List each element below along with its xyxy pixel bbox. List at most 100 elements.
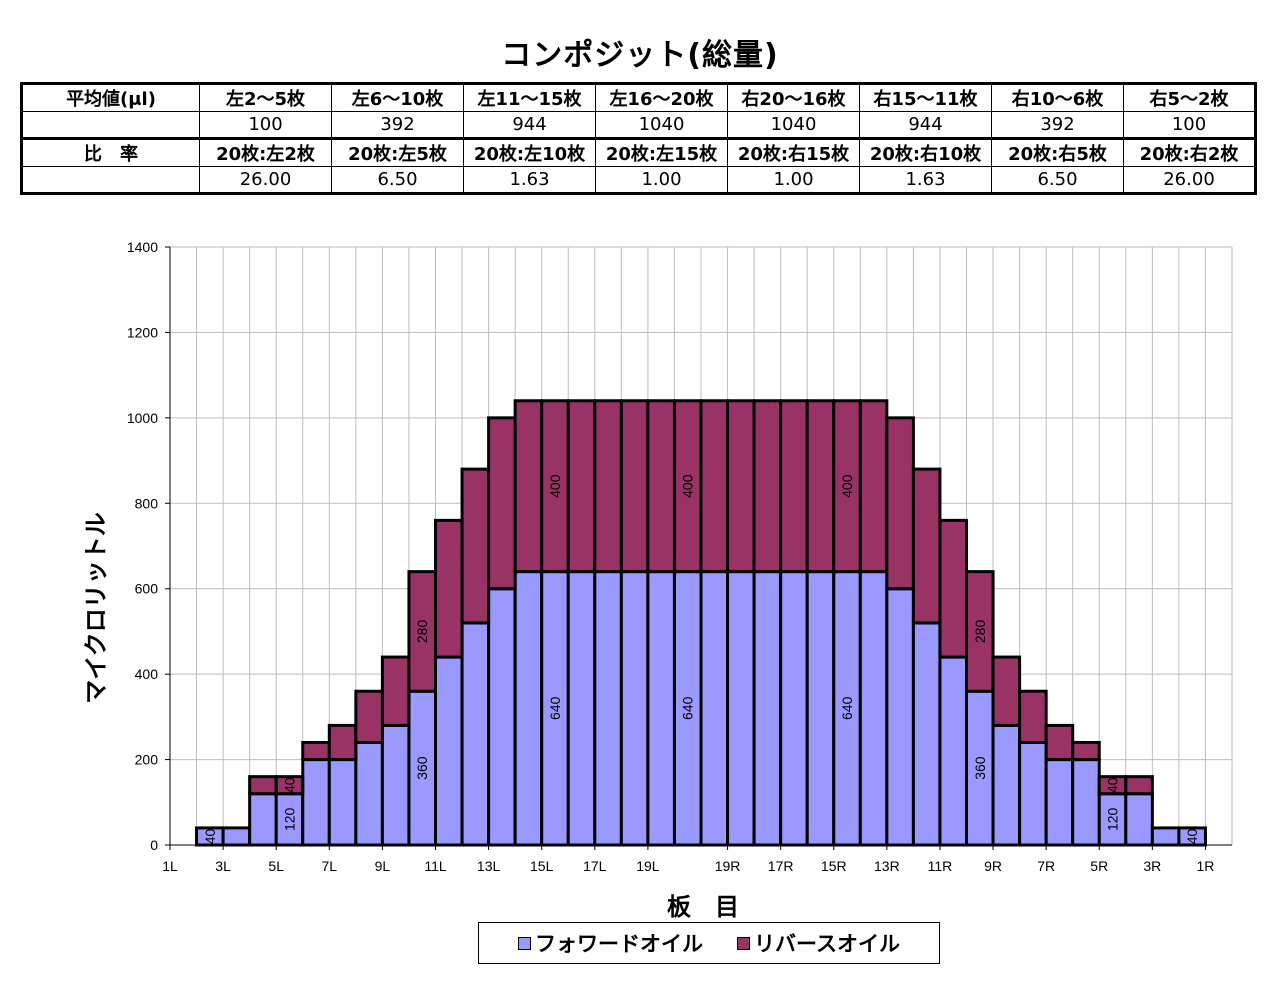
bar-reverse-8L <box>354 689 384 744</box>
bar-forward-9R <box>991 723 1022 847</box>
data-label: 120 <box>281 807 297 831</box>
bar-reverse-6L <box>301 740 331 762</box>
ratio-value: 1.63 <box>859 166 992 194</box>
bars <box>195 399 1207 847</box>
bar-reverse-13R <box>885 416 915 591</box>
bar-forward-13R <box>885 587 915 847</box>
y-tick-label: 200 <box>135 752 159 768</box>
x-tick-label: 1R <box>1196 858 1214 874</box>
x-tick-label: 1L <box>162 858 178 874</box>
y-tick-label: 1400 <box>127 239 158 255</box>
x-axis-title: 板 目 <box>667 893 739 920</box>
bar-reverse-8R <box>1018 689 1048 744</box>
bar-forward-8R <box>1018 740 1048 847</box>
average-value: 944 <box>859 111 992 139</box>
ratio-value: 6.50 <box>991 166 1124 194</box>
data-label: 400 <box>839 474 855 498</box>
bar-reverse-4L <box>248 775 278 796</box>
bar-reverse-14L <box>513 399 544 574</box>
bar-forward-11R <box>938 655 969 847</box>
legend-swatch-forward <box>518 936 532 950</box>
empty-cell <box>21 166 200 194</box>
data-label: 400 <box>680 474 696 498</box>
column-header: 左16〜20枚 <box>595 83 728 112</box>
data-label: 280 <box>414 620 430 644</box>
average-value: 392 <box>991 111 1124 139</box>
bar-forward-12L <box>460 621 491 847</box>
bar-forward-17R <box>779 570 809 847</box>
bar-forward-6L <box>301 758 331 847</box>
ratio-value-row: 26.00 6.50 1.63 1.00 1.00 1.63 6.50 26.0… <box>21 166 1256 194</box>
axes: 0 200 400 600 800 1000 1200 1400 1L 3L 5L 7L 9L 11L 13… <box>127 239 1232 874</box>
x-tick-label: 17L <box>583 858 607 874</box>
data-label: 40 <box>281 777 297 793</box>
ratio-value: 6.50 <box>331 166 464 194</box>
average-value: 944 <box>463 111 596 139</box>
column-header: 左2〜5枚 <box>199 83 332 112</box>
x-tick-label: 13R <box>874 858 900 874</box>
x-tick-label: 7L <box>322 858 338 874</box>
average-value: 100 <box>1123 111 1256 139</box>
bar-reverse-18R <box>752 399 783 574</box>
bar-forward-18L <box>619 570 650 847</box>
ratio-label: 20枚:右2枚 <box>1123 137 1256 167</box>
bar-forward-3L <box>221 826 252 847</box>
average-value: 392 <box>331 111 464 139</box>
x-tick-label: 9R <box>984 858 1002 874</box>
average-value: 1040 <box>595 111 728 139</box>
data-label: 280 <box>972 620 988 644</box>
column-header: 左11〜15枚 <box>463 83 596 112</box>
x-tick-label: 15L <box>530 858 554 874</box>
bar-reverse-10R <box>965 570 995 693</box>
ratio-value: 1.00 <box>727 166 860 194</box>
empty-cell <box>21 111 200 139</box>
ratio-label: 20枚:右15枚 <box>727 137 860 167</box>
legend-item-reverse: リバースオイル <box>737 928 900 958</box>
legend-swatch-reverse <box>737 936 751 950</box>
bar-reverse-11R <box>938 518 969 659</box>
ratio-value: 26.00 <box>199 166 332 194</box>
data-label: 40 <box>202 828 218 844</box>
ratio-value: 26.00 <box>1123 166 1256 194</box>
x-tick-label: 3R <box>1143 858 1161 874</box>
bar-forward-17L <box>593 570 623 847</box>
average-value-row: 100 392 944 1040 1040 944 392 100 <box>21 111 1256 139</box>
data-label: 360 <box>414 756 430 780</box>
ratio-label: 20枚:左2枚 <box>199 137 332 167</box>
bar-forward-6R <box>1071 758 1101 847</box>
bar-forward-3R <box>1150 826 1181 847</box>
data-label: 120 <box>1105 807 1121 831</box>
bar-forward-14R <box>858 570 889 847</box>
bar-forward-14L <box>513 570 544 847</box>
legend-item-forward: フォワードオイル <box>518 928 703 958</box>
bar-reverse-9R <box>991 655 1022 727</box>
data-label: 640 <box>680 696 696 720</box>
bar-reverse-16R <box>805 399 836 574</box>
bar-reverse-11L <box>434 518 464 659</box>
bar-reverse-7R <box>1044 723 1075 762</box>
y-tick-label: 0 <box>150 837 158 853</box>
data-label: 40 <box>1184 828 1200 844</box>
x-tick-label: 17R <box>768 858 794 874</box>
ratio-label: 20枚:右5枚 <box>991 137 1124 167</box>
bar-forward-16R <box>805 570 836 847</box>
bar-forward-9L <box>380 723 411 847</box>
y-tick-label: 800 <box>135 495 159 511</box>
bar-reverse-15R <box>832 399 862 574</box>
legend-label-reverse: リバースオイル <box>754 932 900 956</box>
bar-reverse-12R <box>911 467 942 625</box>
bar-forward-19L <box>646 570 676 847</box>
bar-reverse-20R <box>699 399 730 574</box>
stacked-bar-chart: 0 200 400 600 800 1000 1200 1400 1L 3L 5L 7L 9L 11L 13… <box>82 239 1233 920</box>
x-tick-label: 3L <box>215 858 231 874</box>
bar-forward-7L <box>327 758 358 847</box>
bar-reverse-17L <box>593 399 623 574</box>
x-tick-label: 11L <box>424 858 447 874</box>
data-label: 400 <box>547 474 563 498</box>
ratio-value: 1.63 <box>463 166 596 194</box>
bar-forward-12R <box>911 621 942 847</box>
bar-reverse-14R <box>858 399 889 574</box>
column-header: 右5〜2枚 <box>1123 83 1256 112</box>
bar-forward-11L <box>434 655 464 847</box>
bar-forward-7R <box>1044 758 1075 847</box>
